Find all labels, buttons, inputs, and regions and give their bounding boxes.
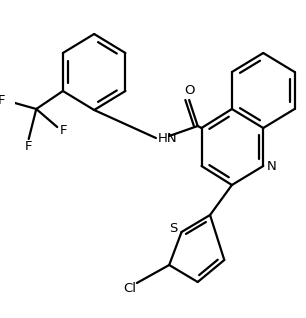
Text: S: S (169, 223, 177, 236)
Text: F: F (60, 125, 68, 137)
Text: F: F (25, 141, 32, 154)
Text: O: O (184, 85, 194, 98)
Text: N: N (267, 160, 277, 172)
Text: Cl: Cl (123, 282, 136, 295)
Text: HN: HN (158, 132, 177, 144)
Text: F: F (0, 94, 5, 107)
